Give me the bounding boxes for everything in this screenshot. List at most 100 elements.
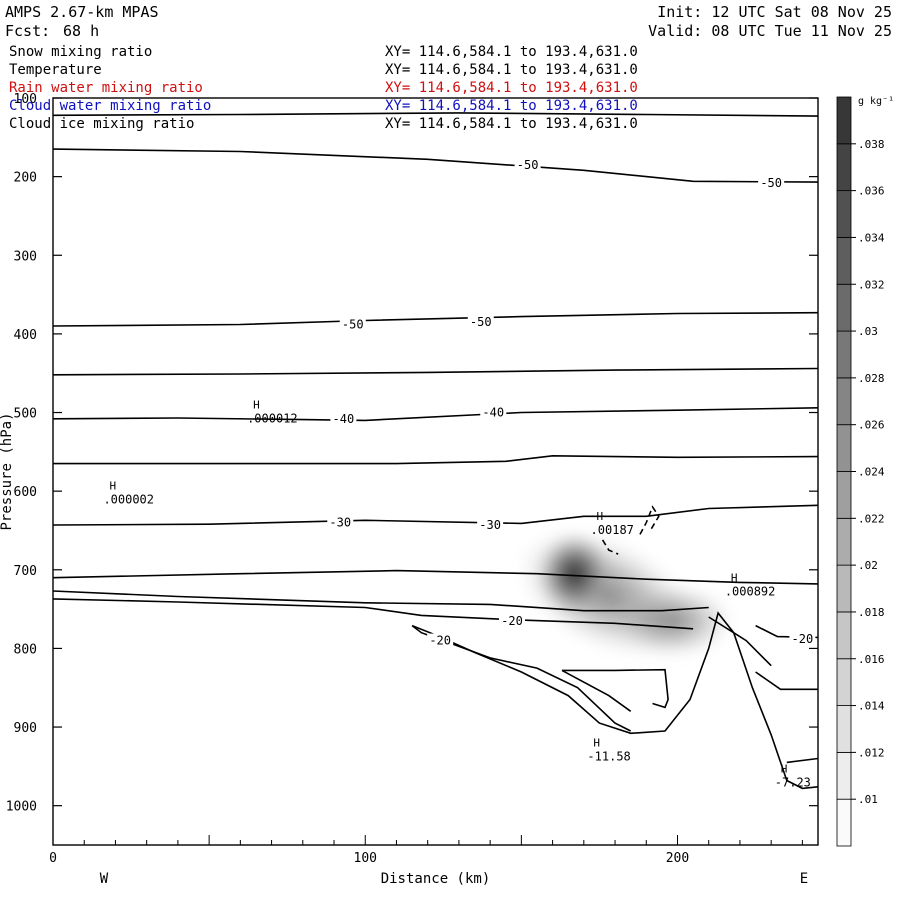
terrain-line (411, 611, 819, 790)
contour-label-bg (499, 613, 525, 628)
temperature-contour (52, 407, 819, 422)
field-name: Temperature (9, 62, 102, 78)
colorbar-swatch (836, 143, 852, 192)
field-name: Rain water mixing ratio (9, 80, 203, 96)
contour-label: -20 (501, 614, 523, 628)
colorbar-tick-label: .038 (858, 138, 885, 151)
valid-time: Valid: 08 UTC Tue 11 Nov 25 (648, 22, 892, 40)
colorbar-tick-label: .014 (858, 700, 885, 713)
contour-label: -20 (792, 632, 814, 646)
contour-label-bg (427, 633, 454, 648)
colorbar-tick-label: .028 (858, 372, 885, 385)
colorbar-swatch (836, 705, 852, 753)
temperature-contour (52, 590, 709, 612)
colorbar-swatch (836, 564, 852, 613)
contour-label-bg (480, 405, 507, 420)
terrain-outline (411, 505, 819, 790)
temperature-contour (52, 569, 819, 585)
contour-label: -40 (333, 412, 355, 426)
x-tick-label: 100 (354, 851, 377, 866)
contour-label: -30 (479, 518, 501, 532)
model-title: AMPS 2.67-km MPAS (5, 3, 159, 21)
contour-label-bg (477, 517, 504, 532)
extremum-value: -7.23 (775, 775, 811, 789)
dashed-contour (639, 505, 660, 535)
contour-label-bg (467, 315, 494, 330)
y-tick-label: 800 (14, 642, 37, 657)
y-tick-label: 500 (14, 407, 37, 422)
contour-label: -50 (470, 315, 492, 329)
contour-label: -50 (760, 176, 782, 190)
terrain-line (755, 671, 818, 691)
field-xy-range: XY= 114.6,584.1 to 193.4,631.0 (385, 62, 638, 78)
cloud-ice-lobe (614, 582, 735, 659)
colorbar: .01 .012 .014 .016 .018 .02 .022 .024 .026 .028 .0… (836, 96, 894, 847)
y-tick-label: 300 (14, 249, 37, 264)
contour-label-bg (330, 411, 357, 426)
colorbar-swatch (836, 798, 852, 847)
colorbar-tick-label: .024 (858, 466, 885, 479)
contour-label: -20 (429, 634, 451, 648)
temperature-contours (52, 112, 819, 639)
field-xy-range: XY= 114.6,584.1 to 193.4,631.0 (385, 44, 638, 60)
colorbar-swatch (836, 517, 852, 566)
y-axis-label: Pressure (hPa) (0, 412, 15, 530)
y-tick-label: 200 (14, 171, 37, 186)
colorbar-swatch (836, 424, 852, 472)
forecast-label: Fcst: (5, 22, 51, 40)
temperature-contour (52, 311, 819, 327)
field-xy-range: XY= 114.6,584.1 to 193.4,631.0 (385, 80, 638, 96)
colorbar-swatch (836, 611, 852, 660)
temperature-contour (52, 598, 694, 630)
extremum-symbol: H (781, 762, 788, 775)
colorbar-swatch (836, 330, 852, 379)
contour-labels: -50-50-50 -50-40 -40-30 -30-20-20 -20H.00001… (103, 157, 816, 789)
colorbar-tick-label: .01 (858, 793, 878, 806)
colorbar-tick-label: .018 (858, 606, 885, 619)
contour-label: -50 (342, 317, 364, 331)
colorbar-tick-label: .012 (858, 746, 885, 759)
east-label: E (800, 871, 808, 887)
colorbar-swatch (836, 377, 852, 426)
temperature-contour (52, 148, 819, 183)
temperature-contour (52, 504, 819, 526)
axes: 100 200 300 400 500 600 700 800 900 1000 0 100 200 Di… (0, 92, 818, 887)
terrain-line (786, 757, 819, 764)
contour-label-bg (327, 515, 354, 530)
y-tick-label: 100 (14, 92, 37, 107)
colorbar-tick-label: .016 (858, 653, 885, 666)
temperature-contour (52, 367, 819, 376)
contour-label-bg (339, 317, 366, 332)
contour-label-bg (758, 175, 785, 190)
extremum-symbol: H (109, 479, 116, 492)
colorbar-tick-label: .034 (858, 231, 885, 244)
colorbar-swatch (836, 471, 852, 519)
plot-frame (52, 97, 819, 846)
colorbar-tick-label: .036 (858, 185, 885, 198)
extremum-symbol: H (593, 736, 600, 749)
y-tick-label: 600 (14, 485, 37, 500)
dashed-contour (601, 539, 619, 555)
colorbar-tick-label: .02 (858, 559, 878, 572)
x-axis-label: Distance (km) (381, 871, 491, 887)
x-tick-label: 0 (49, 851, 57, 866)
init-time: Init: 12 UTC Sat 08 Nov 25 (657, 3, 892, 21)
extremum-symbol: H (597, 510, 604, 523)
colorbar-tick-label: .032 (858, 278, 885, 291)
colorbar-swatch (836, 237, 852, 285)
contour-label: -40 (482, 406, 504, 420)
y-tick-label: 400 (14, 328, 37, 343)
contour-label-bg (514, 157, 541, 172)
forecast-hours: 68 h (63, 22, 100, 40)
colorbar-tick-label: .022 (858, 512, 885, 525)
contour-label: -50 (517, 158, 539, 172)
colorbar-swatch (836, 658, 852, 706)
colorbar-swatch (836, 96, 852, 145)
terrain-line (708, 616, 772, 667)
y-tick-label: 900 (14, 721, 37, 736)
contour-label: -30 (329, 516, 351, 530)
colorbar-swatch (836, 751, 852, 800)
contour-label-bg (789, 631, 816, 646)
extremum-value: .000002 (103, 492, 154, 506)
temperature-contour (52, 112, 819, 117)
